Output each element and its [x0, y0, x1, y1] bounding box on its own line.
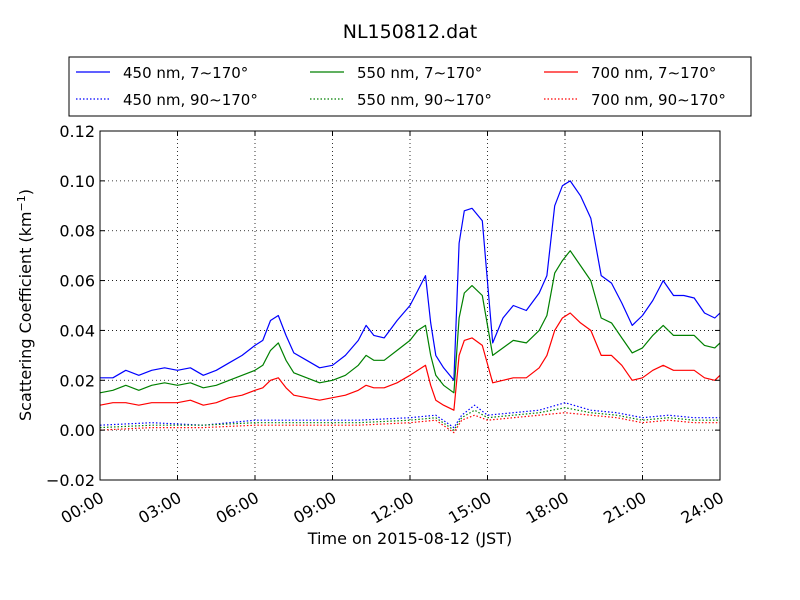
axes: [99, 130, 721, 481]
y-tick-label: 0.12: [59, 122, 95, 141]
legend-label: 450 nm, 90∼170°: [123, 91, 258, 109]
legend-box: [68, 56, 752, 117]
y-axis-label-sup: −1: [15, 195, 28, 211]
legend-label: 700 nm, 7∼170°: [591, 64, 716, 82]
y-tick-label: 0.04: [59, 321, 95, 340]
series-line: [99, 402, 720, 429]
legend-label: 550 nm, 90∼170°: [357, 91, 492, 109]
legend: 450 nm, 7∼170° 450 nm, 90∼170° 550 nm, 7∼1…: [68, 56, 752, 117]
series-line: [99, 412, 720, 434]
x-tick-label: 15:00: [445, 488, 494, 528]
x-tick-label: 18:00: [523, 488, 572, 528]
x-tick-label: 03:00: [135, 488, 184, 528]
y-tick-label: −0.02: [46, 471, 95, 490]
x-axis-label: Time on 2015-08-12 (JST): [307, 529, 512, 548]
y-tick-label: 0.02: [59, 371, 95, 390]
series-line: [99, 312, 721, 411]
series-layer: [99, 180, 721, 434]
y-axis-label-main: Scattering Coefficient (km: [16, 211, 35, 421]
x-tick-label: 00:00: [58, 488, 107, 528]
series-line: [99, 407, 720, 431]
legend-label: 700 nm, 90∼170°: [591, 91, 726, 109]
y-tick-label: 0.00: [59, 421, 95, 440]
tick-labels: 00:00 03:00 06:00 09:00 12:00 15:00 18:00 21:00…: [46, 122, 727, 527]
y-tick-label: 0.10: [59, 172, 95, 191]
x-tick-label: 09:00: [290, 488, 339, 528]
y-tick-label: 0.08: [59, 222, 95, 241]
legend-label: 550 nm, 7∼170°: [357, 64, 482, 82]
y-axis-label-tail: ): [16, 189, 35, 195]
x-tick-label: 12:00: [368, 488, 417, 528]
y-tick-label: 0.06: [59, 272, 95, 291]
series-line: [100, 180, 721, 381]
series-line: [99, 250, 721, 394]
x-tick-label: 21:00: [600, 488, 649, 528]
x-tick-label: 06:00: [213, 488, 262, 528]
chart-title: NL150812.dat: [343, 21, 478, 43]
legend-label: 450 nm, 7∼170°: [123, 64, 248, 82]
y-axis-label: Scattering Coefficient (km−1): [15, 189, 35, 421]
x-tick-label: 24:00: [678, 488, 727, 528]
